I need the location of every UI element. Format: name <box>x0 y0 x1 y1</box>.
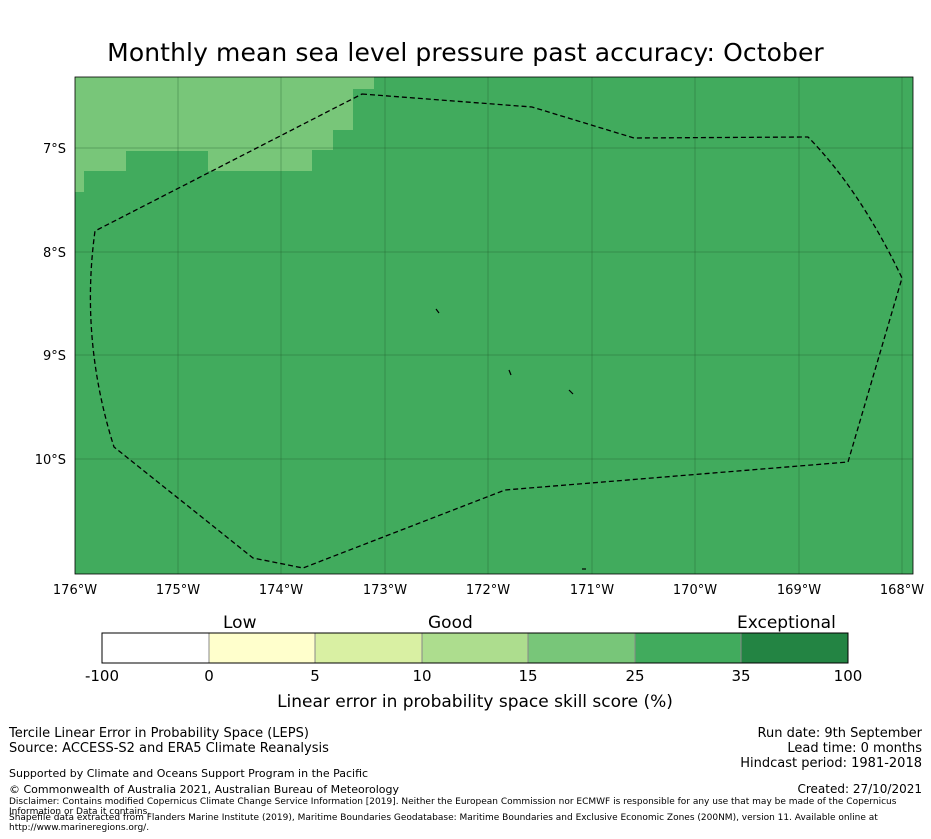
colorbar-segment <box>422 633 528 663</box>
lat-labels: 7°S 8°S 9°S 10°S <box>35 142 66 468</box>
lon-label: 174°W <box>259 583 303 598</box>
lon-label: 171°W <box>570 583 614 598</box>
footer-lead-time: Lead time: 0 months <box>787 741 922 756</box>
legend-tick: 100 <box>833 667 863 685</box>
lon-label: 169°W <box>777 583 821 598</box>
colorbar <box>101 632 849 664</box>
legend-good: Good <box>428 613 473 633</box>
colorbar-segment <box>102 633 209 663</box>
lat-label: 9°S <box>43 349 66 364</box>
colorbar-border <box>101 632 849 664</box>
legend-tick: 0 <box>204 667 214 685</box>
colorbar-segment <box>209 633 315 663</box>
colorbar-segment <box>635 633 741 663</box>
footer-run-date: Run date: 9th September <box>757 726 922 741</box>
graticule <box>75 77 913 574</box>
footer-copyright: © Commonwealth of Australia 2021, Austra… <box>9 783 399 796</box>
legend-tick: 5 <box>310 667 320 685</box>
footer-hindcast: Hindcast period: 1981-2018 <box>740 756 922 771</box>
lon-label: 170°W <box>673 583 717 598</box>
legend-tick: 35 <box>731 667 751 685</box>
colorbar-segment <box>315 633 422 663</box>
island-2 <box>508 369 512 376</box>
lon-label: 168°W <box>880 583 924 598</box>
footer-created: Created: 27/10/2021 <box>797 782 922 796</box>
lat-label: 10°S <box>35 453 66 468</box>
footer-disclaimer: Disclaimer: Contains modified Copernicus… <box>9 797 897 817</box>
footer-shapefile: Shapefile data extracted from Flanders M… <box>9 813 878 833</box>
colorbar-segment <box>741 633 848 663</box>
footer-support: Supported by Climate and Oceans Support … <box>9 767 369 780</box>
lon-labels: 176°W 175°W 174°W 173°W 172°W 171°W 170°… <box>53 583 924 598</box>
footer-source: Source: ACCESS-S2 and ERA5 Climate Reana… <box>9 741 329 756</box>
lon-label: 173°W <box>363 583 407 598</box>
map-border <box>74 76 914 575</box>
legend-tick: 25 <box>625 667 645 685</box>
lat-label: 8°S <box>43 246 66 261</box>
island-1 <box>435 308 440 314</box>
map-panel <box>74 76 914 575</box>
skill-region-lighter <box>75 77 374 192</box>
lon-label: 176°W <box>53 583 97 598</box>
lon-label: 175°W <box>156 583 200 598</box>
islands <box>435 308 586 570</box>
legend-tick: -100 <box>84 667 120 685</box>
lon-label: 172°W <box>466 583 510 598</box>
legend-tick: 10 <box>412 667 432 685</box>
eez-boundary <box>89 93 903 569</box>
colorbar-segment <box>528 633 635 663</box>
legend-tick: 15 <box>518 667 538 685</box>
lat-label: 7°S <box>43 142 66 157</box>
legend-exceptional: Exceptional <box>737 613 836 633</box>
island-3 <box>568 389 574 395</box>
legend-low: Low <box>223 613 257 633</box>
map-title: Monthly mean sea level pressure past acc… <box>107 38 824 67</box>
skill-region-base <box>75 77 913 574</box>
legend-caption: Linear error in probability space skill … <box>277 692 673 712</box>
footer-method: Tercile Linear Error in Probability Spac… <box>9 726 309 741</box>
